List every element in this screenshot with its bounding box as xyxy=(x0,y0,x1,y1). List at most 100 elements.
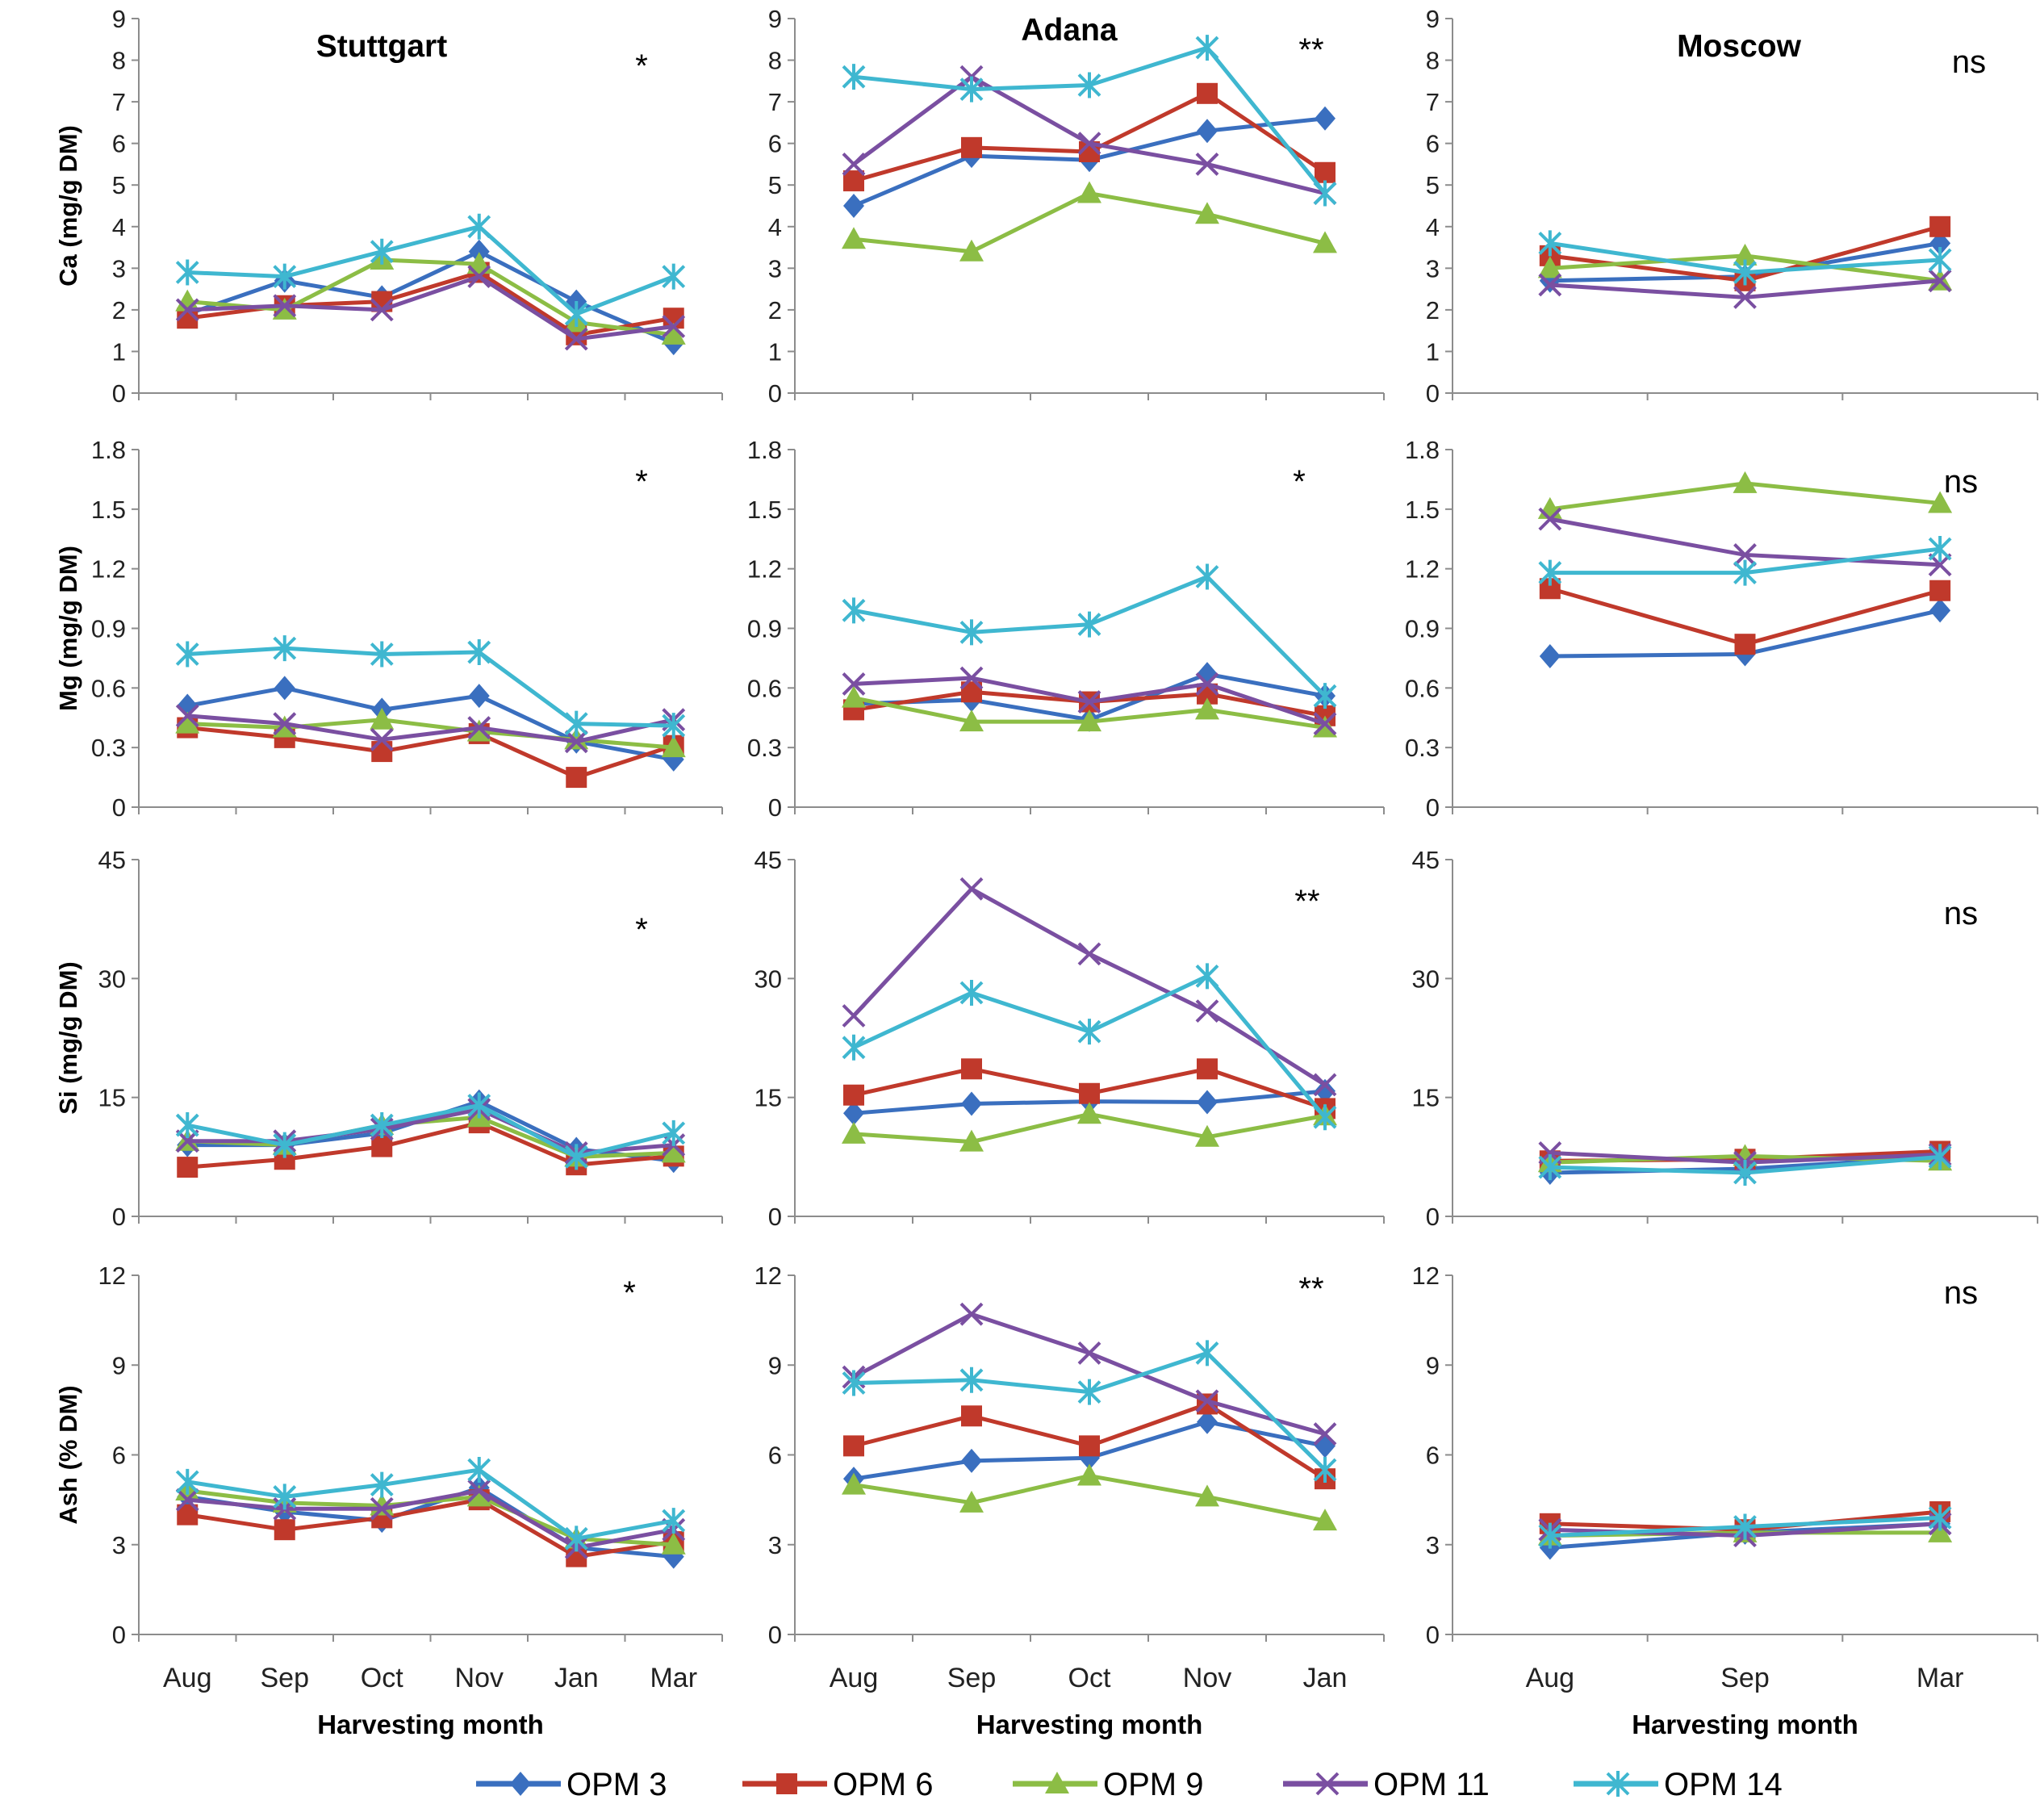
series-opm-9-marker xyxy=(1537,256,1562,278)
series-opm-11-marker xyxy=(467,265,491,289)
y-tick-label: 3 xyxy=(112,254,126,282)
series-opm-11-marker xyxy=(1313,1422,1337,1446)
y-tick-label: 1.8 xyxy=(91,436,126,464)
panel-title: Stuttgart xyxy=(316,29,447,64)
series-opm-11-marker xyxy=(1195,999,1219,1023)
y-axis-label: Ca (mg/g DM) xyxy=(54,125,82,287)
x-axis-label: Harvesting month xyxy=(317,1710,544,1739)
series-opm-14-marker xyxy=(959,619,984,646)
series-opm-14-marker xyxy=(175,641,199,668)
x-tick-label: Nov xyxy=(1183,1663,1231,1693)
series-opm-3-marker xyxy=(1315,106,1335,131)
series-opm-11-marker xyxy=(1538,507,1562,531)
y-tick-label: 45 xyxy=(754,846,782,874)
y-tick-label: 0 xyxy=(768,1203,782,1231)
series-opm-11-marker xyxy=(1538,273,1562,297)
panel-stuttgart-4: 0 3 6 9 12 Aug Sep Oct Nov Jan Mar Ash (% DM) Harves… xyxy=(54,1262,723,1739)
series-opm-14-marker xyxy=(662,713,686,739)
series-opm-14-marker xyxy=(564,1526,588,1552)
y-tick-label: 1.2 xyxy=(1405,555,1440,584)
series-opm-6-marker xyxy=(566,767,587,789)
series-opm-6-marker xyxy=(1197,1058,1218,1080)
y-tick-label: 6 xyxy=(112,130,126,158)
legend-item-opm-14: OPM 14 xyxy=(1574,1767,1783,1802)
series-opm-14-marker xyxy=(959,76,984,103)
series-opm-9-marker xyxy=(842,1121,866,1144)
panel-adana-2: 0 0.3 0.6 0.9 1.2 1.5 1.8 * xyxy=(747,436,1385,822)
y-tick-label: 3 xyxy=(1426,254,1440,282)
x-tick-label: Oct xyxy=(1068,1663,1111,1693)
significance-label: ns xyxy=(1944,896,1978,931)
y-tick-label: 3 xyxy=(768,1531,782,1559)
series-opm-9-marker xyxy=(959,1129,984,1152)
y-tick-label: 12 xyxy=(1412,1262,1440,1290)
y-tick-label: 0.6 xyxy=(1405,674,1440,702)
y-tick-label: 9 xyxy=(1426,5,1440,33)
series-opm-14-marker xyxy=(1313,1457,1337,1484)
series-opm-3-marker xyxy=(468,684,490,709)
series-opm-9-marker xyxy=(1195,697,1219,720)
series-opm-9-marker xyxy=(959,239,984,262)
series-opm-14-marker xyxy=(959,1366,984,1393)
y-tick-label: 30 xyxy=(754,965,782,993)
y-tick-label: 6 xyxy=(112,1442,126,1470)
series-opm-11-line xyxy=(852,886,1327,1087)
y-tick-label: 8 xyxy=(112,47,126,75)
significance-label: * xyxy=(635,48,648,84)
y-tick-label: 8 xyxy=(1426,47,1440,75)
y-tick-label: 0 xyxy=(1426,379,1440,408)
y-tick-label: 30 xyxy=(1412,965,1440,993)
series-opm-11-line xyxy=(852,1312,1326,1436)
series-opm-11-marker xyxy=(1313,1073,1337,1097)
x-tick-label: Mar xyxy=(1917,1663,1964,1693)
legend-label: OPM 14 xyxy=(1664,1767,1783,1802)
series-opm-11-marker xyxy=(1077,132,1101,156)
series-opm-14-marker xyxy=(273,1132,297,1158)
y-tick-label: 45 xyxy=(98,846,126,874)
y-tick-label: 0.6 xyxy=(747,674,782,702)
series-opm-11-marker xyxy=(1313,712,1337,736)
series-opm-14-marker xyxy=(273,263,297,290)
series-opm-14-marker xyxy=(662,1120,686,1146)
series-opm-6-marker xyxy=(274,1519,295,1541)
series-opm-14-marker xyxy=(1538,559,1562,586)
y-tick-label: 12 xyxy=(754,1262,782,1290)
panel-adana-4: 0 3 6 9 12 Aug Sep Oct Nov Jan Harvesting month ** xyxy=(754,1262,1385,1739)
series-opm-14-marker xyxy=(564,1144,588,1170)
y-tick-label: 6 xyxy=(1426,130,1440,158)
y-tick-label: 0 xyxy=(1426,1621,1440,1649)
y-tick-label: 6 xyxy=(768,130,782,158)
y-tick-label: 9 xyxy=(768,1351,782,1379)
series-opm-14-marker xyxy=(1538,1154,1562,1181)
y-tick-label: 7 xyxy=(1426,88,1440,116)
y-tick-label: 0 xyxy=(768,1621,782,1649)
panel-moscow-2: 0 0.3 0.6 0.9 1.2 1.5 1.8 ns xyxy=(1405,436,2038,822)
series-opm-14-marker xyxy=(467,1092,491,1119)
series-opm-14-marker xyxy=(842,597,866,624)
y-tick-label: 1.2 xyxy=(91,555,126,584)
series-opm-11-marker xyxy=(1733,543,1757,567)
series-opm-14-marker xyxy=(370,238,394,265)
series-opm-11-line xyxy=(187,714,675,744)
y-tick-label: 0.3 xyxy=(1405,734,1440,762)
series-opm-9-marker xyxy=(1077,181,1101,203)
series-opm-9-marker xyxy=(564,727,589,750)
series-opm-14-line xyxy=(187,646,674,728)
series-opm-9-marker xyxy=(842,1472,866,1495)
legend-item-opm-3: OPM 3 xyxy=(476,1767,667,1802)
series-opm-9-marker xyxy=(661,1140,686,1163)
y-tick-label: 4 xyxy=(112,213,126,241)
series-opm-6-marker xyxy=(961,1405,982,1427)
series-opm-11-marker xyxy=(467,1479,491,1503)
series-opm-14-marker xyxy=(1733,1159,1757,1186)
series-opm-14-marker xyxy=(1538,1522,1562,1549)
panel-title: Moscow xyxy=(1677,29,1802,64)
significance-label: ns xyxy=(1952,44,1986,80)
y-tick-label: 1 xyxy=(1426,337,1440,366)
series-opm-11-marker xyxy=(1077,942,1101,966)
significance-label: ** xyxy=(1294,884,1319,919)
series-opm-14-marker xyxy=(175,259,199,286)
y-tick-label: 2 xyxy=(768,296,782,324)
series-opm-3-marker xyxy=(1315,1433,1335,1459)
series-opm-6-marker xyxy=(843,170,864,192)
